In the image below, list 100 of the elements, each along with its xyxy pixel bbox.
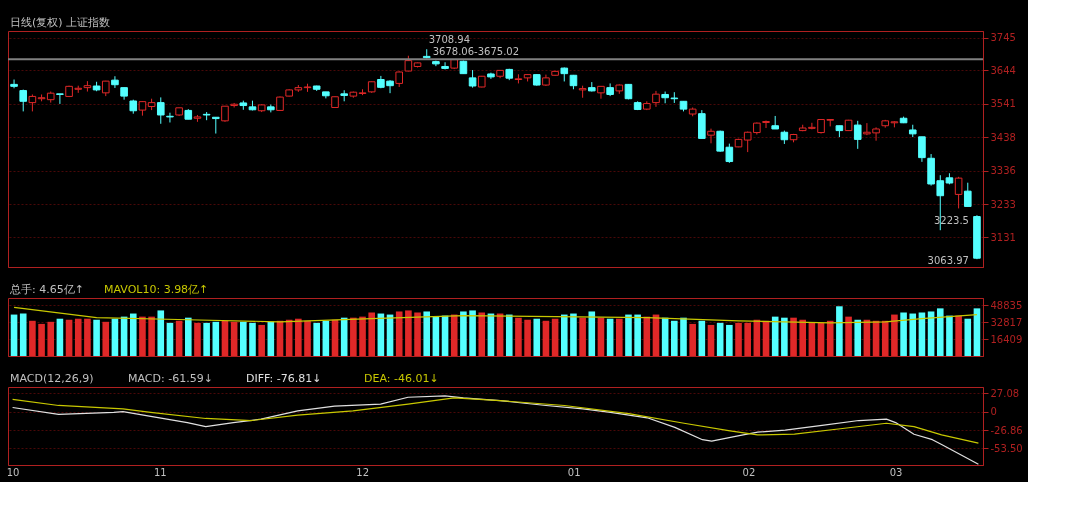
- candlestick: [10, 79, 18, 89]
- bar: [616, 318, 623, 356]
- bar: [533, 318, 541, 356]
- bar: [221, 320, 229, 356]
- bar: [212, 321, 220, 356]
- candlestick: [212, 116, 220, 135]
- candlestick: [166, 112, 174, 123]
- bar: [432, 316, 440, 356]
- bar: [350, 317, 357, 356]
- bar: [524, 319, 531, 356]
- bar: [56, 318, 64, 356]
- ref-line-label: 3678.06-3675.02: [432, 46, 520, 58]
- x-tick-label: 02: [742, 466, 756, 478]
- bar: [707, 324, 715, 356]
- y-tick-label: -53.50: [990, 442, 1023, 454]
- bar: [203, 322, 210, 356]
- series-label: MAVOL10: 3.98亿↑: [104, 283, 209, 296]
- bar: [240, 321, 247, 356]
- candlestick: [441, 61, 449, 70]
- y-tick-label: 3336: [990, 165, 1016, 177]
- bar: [909, 313, 917, 356]
- candlestick: [597, 85, 605, 100]
- y-tick-label: 3131: [990, 231, 1016, 243]
- bar: [450, 314, 458, 356]
- bar: [129, 313, 137, 356]
- bar: [478, 312, 486, 356]
- bar: [304, 320, 311, 356]
- y-tick-label: 3233: [990, 198, 1016, 210]
- bar: [102, 321, 110, 356]
- bar: [267, 321, 275, 356]
- bar: [689, 323, 696, 356]
- candlestick: [156, 96, 165, 125]
- bar: [836, 306, 843, 356]
- candlestick: [918, 136, 926, 163]
- bar: [881, 320, 889, 356]
- line-series: [12, 397, 979, 444]
- bar: [671, 320, 678, 356]
- bar: [799, 319, 807, 356]
- bar: [560, 314, 568, 356]
- bar: [891, 314, 898, 356]
- bar: [973, 308, 981, 356]
- bar: [423, 311, 431, 356]
- y-tick-label: 0: [990, 406, 997, 418]
- bar: [579, 317, 586, 356]
- candlestick: [963, 182, 972, 207]
- y-tick-label: -26.86: [990, 424, 1023, 436]
- bar: [184, 317, 192, 356]
- bar: [845, 316, 852, 356]
- bar: [93, 319, 100, 356]
- bar: [38, 323, 45, 356]
- bar: [808, 322, 816, 356]
- bar: [29, 320, 36, 356]
- bar: [588, 311, 596, 356]
- bar: [175, 320, 183, 356]
- x-tick-label: 12: [356, 466, 369, 478]
- bar: [405, 310, 412, 356]
- y-tick-label: 3745: [990, 32, 1016, 44]
- bar: [359, 316, 366, 356]
- bar: [148, 316, 155, 356]
- bar: [570, 313, 577, 356]
- bar: [854, 319, 862, 356]
- bar: [781, 317, 788, 356]
- chart-title: 日线(复权) 上证指数: [10, 16, 111, 29]
- bar: [716, 322, 724, 356]
- text: DIFF: -76.81↓: [246, 372, 322, 385]
- chart-title: 总手: 4.65亿↑: [9, 283, 84, 296]
- bar: [111, 318, 119, 356]
- bar: [395, 311, 403, 356]
- bar: [414, 312, 421, 356]
- annotation: 3063.97: [927, 255, 969, 267]
- bar: [19, 313, 27, 356]
- bar: [551, 318, 559, 356]
- bar: [790, 317, 797, 356]
- annotation: 3708.94: [428, 34, 471, 46]
- bar: [955, 315, 962, 356]
- text: MACD: -61.59↓: [128, 372, 213, 385]
- bar: [258, 324, 265, 356]
- bar: [698, 320, 706, 356]
- bar: [625, 314, 632, 356]
- bar: [735, 322, 742, 356]
- bar: [505, 314, 513, 356]
- bar: [542, 320, 550, 356]
- x-tick-label: 10: [6, 466, 20, 478]
- y-tick-label: 3541: [990, 98, 1016, 110]
- bar: [936, 308, 944, 356]
- candlestick: [954, 176, 963, 209]
- bar: [946, 315, 953, 356]
- line-series: [13, 306, 978, 324]
- bar: [322, 320, 330, 356]
- bar: [826, 320, 834, 356]
- bar: [249, 322, 256, 356]
- bar: [10, 314, 18, 356]
- y-tick-label: 48835: [990, 299, 1023, 311]
- bar: [469, 310, 476, 356]
- candlestick: [707, 128, 715, 144]
- bar: [744, 322, 751, 356]
- bar: [597, 317, 605, 356]
- y-tick-label: 32817: [990, 316, 1023, 328]
- line-series: [12, 395, 979, 465]
- bar: [368, 312, 375, 356]
